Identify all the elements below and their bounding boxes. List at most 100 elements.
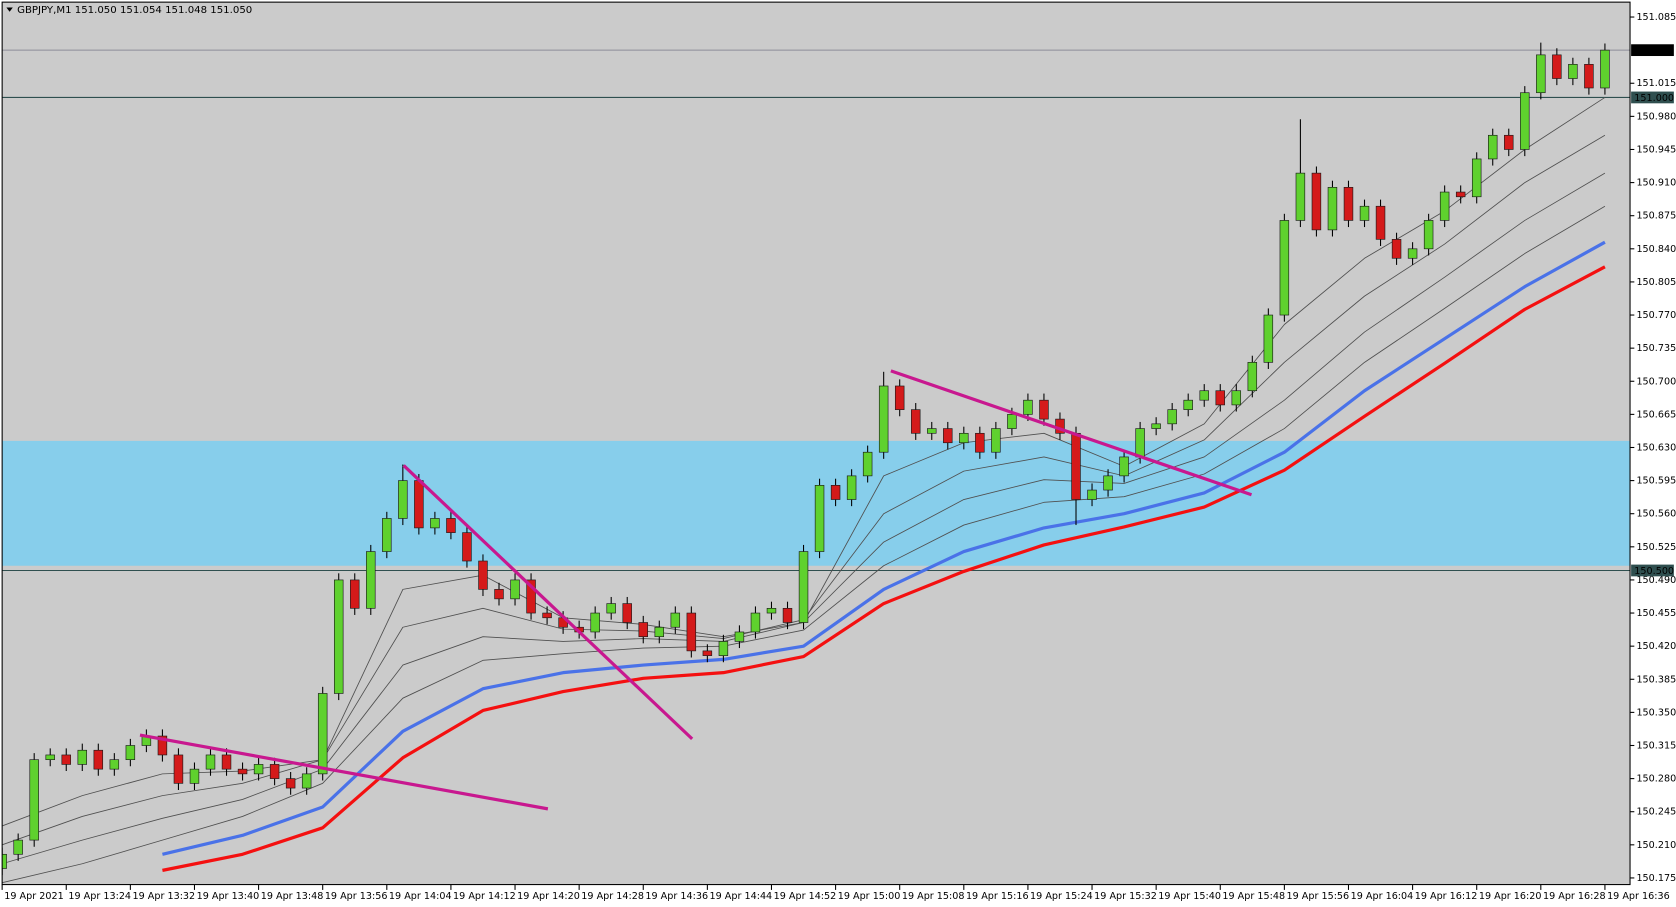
candle-body (622, 603, 632, 623)
candle-body (1087, 489, 1097, 500)
x-tick-label: 19 Apr 14:52 (774, 891, 837, 902)
candle-body (782, 607, 793, 623)
y-tick-label: 150.315 (1636, 740, 1676, 751)
price-label-box (1631, 91, 1674, 104)
candle-body (1391, 239, 1402, 259)
candle-body (1568, 64, 1578, 79)
candle-body (430, 518, 440, 529)
candle-body (414, 480, 424, 529)
candle-body (1263, 314, 1274, 363)
candle-body (1039, 399, 1049, 420)
candle-body (237, 768, 248, 775)
x-tick-label: 19 Apr 16:36 (1607, 891, 1670, 902)
candle-body (1488, 134, 1498, 160)
y-tick-label: 150.875 (1636, 211, 1676, 222)
moving-average (162, 265, 1606, 872)
x-tick-label: 19 Apr 13:56 (325, 891, 388, 902)
candle-body (1423, 220, 1434, 250)
candle-body (686, 612, 697, 652)
candle-body (285, 778, 296, 789)
candle-body (542, 612, 552, 619)
candle-body (927, 428, 937, 434)
candle-body (766, 607, 777, 614)
x-tick-label: 19 Apr 14:44 (710, 891, 773, 902)
chart-title: GBPJPY,M1 151.050 151.054 151.048 151.05… (17, 5, 252, 16)
x-tick-label: 19 Apr 14:12 (453, 891, 516, 902)
y-tick-label: 150.945 (1636, 144, 1676, 155)
candle-body (814, 485, 825, 552)
candle-body (1295, 172, 1306, 221)
candle-body (1552, 54, 1562, 79)
candle-body (1600, 49, 1610, 89)
y-tick-label: 150.420 (1636, 641, 1676, 652)
candle-body (1023, 399, 1033, 415)
y-tick-label: 150.840 (1636, 244, 1676, 255)
candle-body (830, 485, 841, 500)
x-tick-label: 19 Apr 14:36 (645, 891, 708, 902)
x-tick-label: 19 Apr 13:24 (68, 891, 131, 902)
trendline (139, 733, 549, 811)
candle-body (13, 839, 23, 855)
x-tick-label: 19 Apr 2021 (4, 891, 63, 902)
x-tick-label: 19 Apr 15:40 (1158, 891, 1221, 902)
trendline (890, 369, 1253, 497)
x-tick-label: 19 Apr 15:16 (966, 891, 1029, 902)
candle-body (1199, 390, 1209, 401)
candle-body (943, 428, 953, 444)
y-tick-label: 150.770 (1636, 310, 1676, 321)
x-tick-label: 19 Apr 14:28 (581, 891, 644, 902)
x-tick-label: 19 Apr 15:48 (1222, 891, 1285, 902)
candle-body (301, 773, 312, 789)
candle-body (269, 764, 280, 779)
candle-body (1007, 414, 1017, 429)
x-tick-label: 19 Apr 16:28 (1543, 891, 1606, 902)
candle-body (1247, 362, 1258, 392)
x-tick-label: 19 Apr 16:04 (1351, 891, 1414, 902)
candle-body (702, 650, 713, 656)
candle-body (1584, 64, 1594, 89)
candle-body (2, 853, 7, 869)
x-tick-label: 19 Apr 15:56 (1287, 891, 1350, 902)
candle-body (718, 641, 729, 656)
candle-body (1327, 186, 1338, 231)
y-tick-label: 150.595 (1636, 476, 1676, 487)
candle-body (61, 754, 71, 765)
x-tick-label: 19 Apr 15:00 (838, 891, 901, 902)
candle-body (221, 754, 232, 770)
candle-body (333, 579, 344, 694)
y-tick-label: 150.665 (1636, 409, 1676, 420)
candle-body (125, 745, 136, 761)
candle-body (894, 385, 905, 410)
candle-body (670, 612, 681, 628)
x-tick-label: 19 Apr 14:04 (389, 891, 452, 902)
candle-body (959, 432, 969, 444)
y-tick-label: 150.630 (1636, 442, 1676, 453)
candle-body (1119, 456, 1129, 477)
candle-body (478, 560, 488, 590)
x-tick-label: 19 Apr 14:20 (517, 891, 580, 902)
y-tick-label: 150.805 (1636, 277, 1676, 288)
y-tick-label: 150.560 (1636, 509, 1676, 520)
candle-body (77, 749, 88, 765)
candle-body (382, 518, 392, 552)
price-label: 151.000 (1634, 93, 1674, 104)
candle-body (526, 579, 536, 614)
price-label: 150.500 (1634, 566, 1674, 577)
y-tick-label: 150.700 (1636, 376, 1676, 387)
candle-body (462, 532, 472, 562)
candle-body (1279, 220, 1290, 316)
candle-body (734, 631, 745, 642)
candle-body (975, 432, 985, 453)
y-tick-label: 150.245 (1636, 807, 1676, 818)
candle-body (189, 768, 200, 784)
candle-body (317, 693, 328, 775)
candle-body (638, 622, 648, 638)
plot-layer (2, 42, 1631, 884)
candle-body (1183, 399, 1193, 410)
candle-body (446, 518, 456, 533)
collapse-arrow[interactable] (6, 7, 13, 12)
candle-body (1375, 205, 1386, 240)
candle-body (1103, 475, 1113, 491)
